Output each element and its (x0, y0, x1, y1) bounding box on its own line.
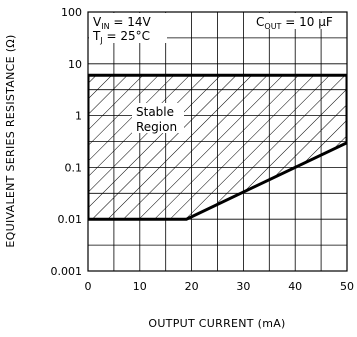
y-tick-label: 1 (75, 110, 82, 123)
region-label-line2: Region (136, 120, 177, 134)
cout-label-box (252, 13, 346, 29)
y-tick-labels: 0.001 0.01 0.1 1 10 100 (51, 6, 83, 278)
y-tick-label: 0.001 (51, 265, 83, 278)
x-tick-label: 0 (85, 280, 92, 293)
cout-annotation: COUT = 10 μF (256, 15, 333, 31)
x-tick-label: 30 (236, 280, 250, 293)
vin-annotation: VIN = 14V (93, 15, 152, 31)
x-tick-labels: 0 10 20 30 40 50 (85, 280, 355, 293)
region-label-box (132, 103, 184, 133)
y-tick-label: 10 (68, 58, 82, 71)
y-tick-label: 0.01 (58, 213, 83, 226)
x-tick-label: 40 (288, 280, 302, 293)
tj-annotation: TJ = 25°C (92, 29, 150, 45)
stable-region-group (88, 73, 347, 221)
region-label-line1: Stable (136, 105, 174, 119)
x-axis-title: OUTPUT CURRENT (mA) (148, 317, 285, 330)
conditions-label-box (89, 13, 167, 43)
x-tick-label: 50 (340, 280, 354, 293)
x-tick-label: 10 (133, 280, 147, 293)
x-tick-label: 20 (185, 280, 199, 293)
y-tick-label: 100 (61, 6, 82, 19)
stable-region-boundary (88, 73, 347, 221)
y-tick-label: 0.1 (65, 161, 83, 174)
plot-frame (87, 11, 348, 272)
stable-region-hatch (88, 75, 347, 220)
y-axis-title: EQUIVALENT SERIES RESISTANCE (Ω) (4, 34, 17, 247)
